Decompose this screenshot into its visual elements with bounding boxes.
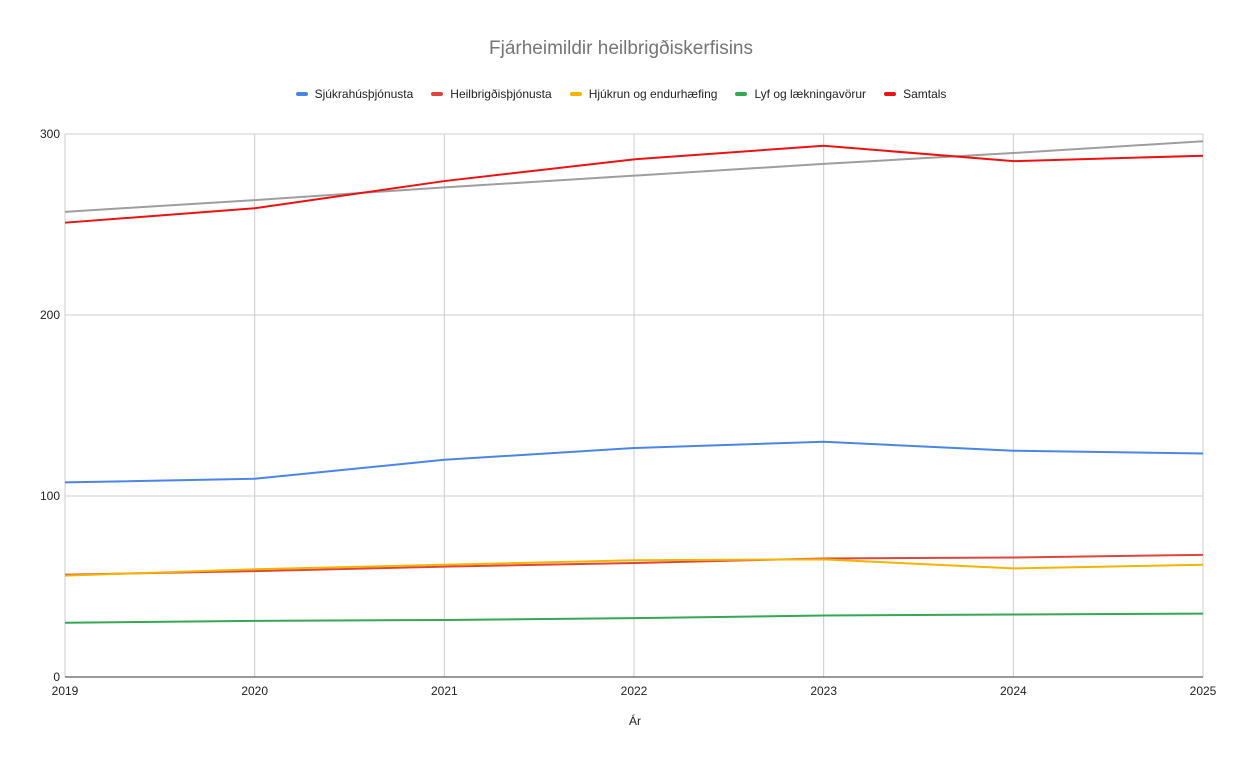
legend-item: Samtals bbox=[884, 87, 946, 101]
y-tick-label: 200 bbox=[40, 308, 60, 322]
series-line-1 bbox=[64, 553, 1204, 576]
legend-item: Heilbrigðisþjónusta bbox=[431, 87, 552, 101]
legend-label: Samtals bbox=[903, 87, 947, 101]
legend-swatch bbox=[569, 92, 582, 96]
legend-item: Lyf og lækningavörur bbox=[735, 87, 866, 101]
x-tick-label: 2020 bbox=[241, 684, 268, 698]
legend-swatch bbox=[295, 92, 308, 96]
x-tick-label: 2025 bbox=[1190, 684, 1217, 698]
legend-item: Hjúkrun og endurhæfing bbox=[569, 87, 718, 101]
legend-label: Hjúkrun og endurhæfing bbox=[588, 87, 718, 101]
x-tick-label: 2022 bbox=[621, 684, 648, 698]
legend-swatch bbox=[884, 92, 897, 96]
trendline bbox=[64, 140, 1204, 213]
x-tick-label: 2019 bbox=[52, 684, 79, 698]
legend-label: Lyf og lækningavörur bbox=[754, 87, 867, 101]
series-line-0 bbox=[64, 440, 1204, 484]
x-tick-label: 2024 bbox=[1000, 684, 1027, 698]
legend-swatch bbox=[735, 92, 748, 96]
legend-label: Sjúkrahúsþjónusta bbox=[314, 87, 414, 101]
legend: Sjúkrahúsþjónusta Heilbrigðisþjónusta Hj… bbox=[0, 87, 1242, 101]
legend-swatch bbox=[431, 92, 444, 96]
series-line-2 bbox=[64, 558, 1204, 577]
y-tick-label: 300 bbox=[40, 127, 60, 141]
x-axis-title: Ár bbox=[629, 714, 641, 728]
series-line-4 bbox=[64, 144, 1204, 224]
x-tick-label: 2021 bbox=[431, 684, 458, 698]
legend-item: Sjúkrahúsþjónusta bbox=[295, 87, 414, 101]
y-tick-label: 0 bbox=[53, 670, 60, 684]
series-line-3 bbox=[64, 612, 1204, 624]
x-tick-label: 2023 bbox=[810, 684, 837, 698]
chart-title: Fjárheimildir heilbrigðiskerfisins bbox=[489, 38, 753, 59]
y-tick-label: 100 bbox=[40, 489, 60, 503]
legend-label: Heilbrigðisþjónusta bbox=[450, 87, 552, 101]
